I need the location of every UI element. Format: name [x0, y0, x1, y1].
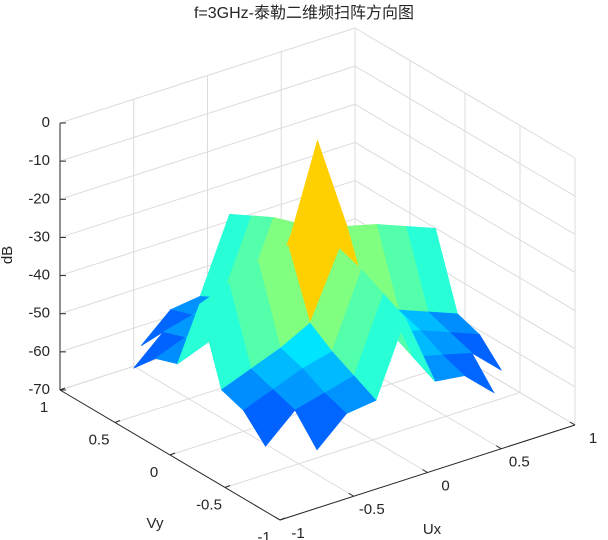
x-tick-label: -0.5: [359, 501, 385, 518]
tick-mark: [169, 452, 176, 456]
z-tick-label: -70: [28, 381, 50, 398]
y-tick-label: -1: [257, 529, 270, 540]
z-tick-label: -20: [28, 190, 50, 207]
y-tick-label: 0: [150, 464, 158, 481]
y-axis-label: Vy: [147, 515, 164, 532]
z-tick-label: -30: [28, 228, 50, 245]
y-tick-label: 1: [40, 399, 48, 416]
x-tick-label: 0: [441, 477, 449, 494]
tick-mark: [59, 387, 66, 391]
tick-mark: [274, 516, 281, 521]
surface-patch: [294, 392, 347, 451]
z-tick-label: 0: [42, 114, 50, 131]
tick-mark: [569, 421, 576, 426]
grid-line: [224, 392, 521, 488]
tick-mark: [224, 485, 231, 488]
chart-title: f=3GHz-泰勒二维频扫阵方向图: [194, 4, 414, 22]
surface-patch: [243, 389, 296, 447]
y-tick-label: 0.5: [89, 431, 110, 448]
x-tick-label: 1: [589, 430, 597, 447]
z-tick-label: -50: [28, 305, 50, 322]
z-axis-label: dB: [0, 246, 16, 264]
tick-mark: [422, 469, 428, 473]
tick-mark: [348, 492, 355, 497]
z-tick-label: -10: [28, 152, 50, 169]
tick-mark: [114, 420, 121, 423]
x-tick-label: 0.5: [509, 454, 530, 471]
y-tick-label: -0.5: [196, 496, 222, 513]
x-axis-label: Ux: [423, 521, 442, 538]
tick-mark: [279, 517, 286, 521]
z-tick-label: -60: [28, 343, 50, 360]
z-tick-label: -40: [28, 267, 50, 284]
tick-mark: [495, 445, 502, 450]
x-tick-label: -1: [291, 525, 304, 540]
